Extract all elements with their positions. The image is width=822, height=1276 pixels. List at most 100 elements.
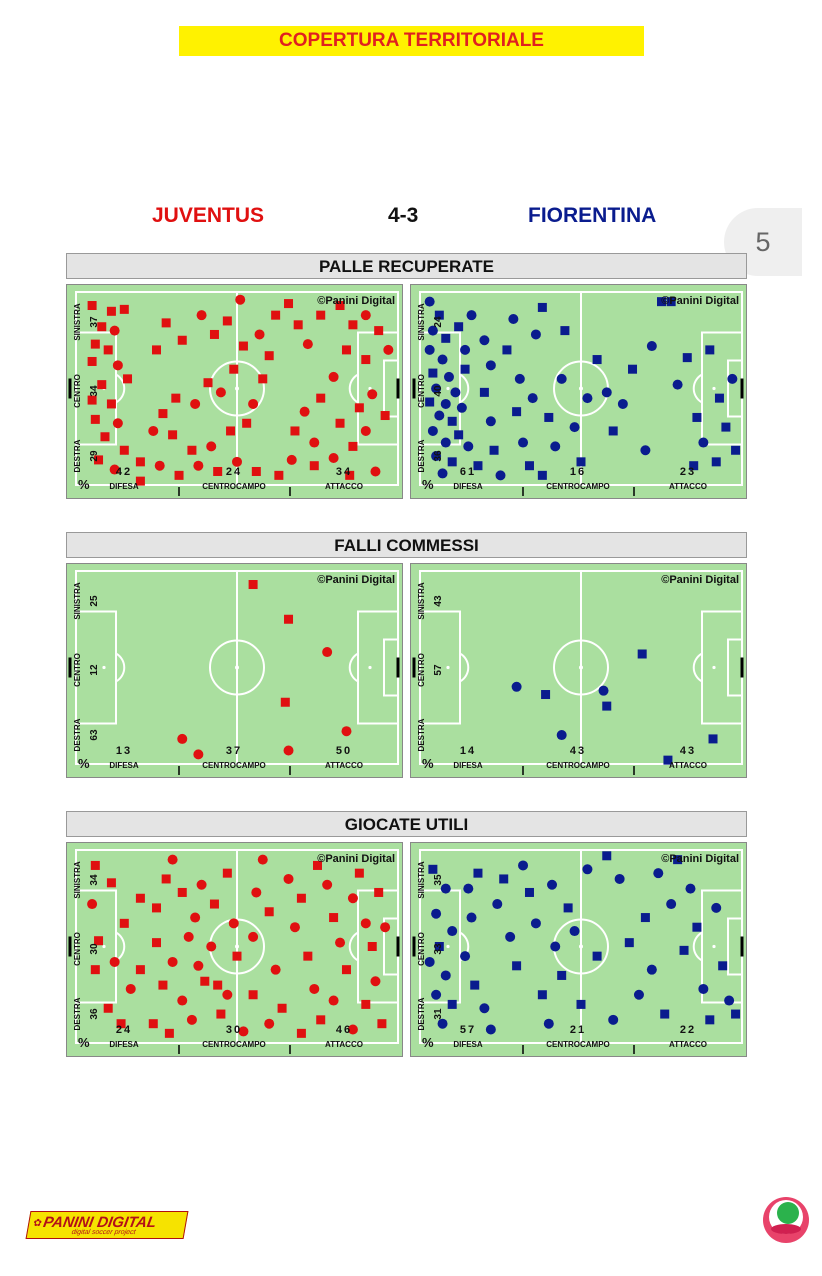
zone-percent-difesa: 57 — [460, 1024, 476, 1036]
data-point-square — [682, 353, 692, 363]
data-point-square — [563, 903, 573, 913]
data-point-square — [361, 999, 371, 1009]
data-point-square — [209, 329, 219, 339]
right-penalty-arc — [692, 373, 703, 404]
data-point-square — [460, 364, 470, 374]
fields-row: ©Panini Digital SINISTRA 25 CENTRO 12 DESTRA 6… — [66, 563, 747, 778]
data-point-square — [714, 393, 724, 403]
data-point-circle — [248, 398, 259, 409]
data-point-square — [537, 302, 547, 312]
lane-label-destra: DESTRA — [73, 439, 82, 472]
data-point-circle — [550, 941, 561, 952]
data-point-square — [293, 320, 303, 330]
data-point-circle — [653, 868, 664, 879]
data-point-square — [524, 887, 534, 897]
data-point-circle — [431, 451, 442, 462]
data-point-square — [119, 918, 129, 928]
data-point-circle — [347, 1024, 358, 1035]
data-point-circle — [235, 294, 246, 305]
percent-sign: % — [78, 1035, 90, 1050]
data-point-circle — [569, 422, 580, 433]
panel-giocate-utili: GIOCATE UTILI ©Panini Digital SINISTRA 34 C… — [66, 811, 747, 1057]
left-penalty-spot — [102, 665, 106, 670]
data-point-circle — [302, 339, 313, 350]
data-point-circle — [283, 745, 294, 756]
data-point-circle — [711, 902, 722, 913]
data-point-square — [640, 913, 650, 923]
zone-label-attacco: ATTACCO — [669, 1040, 707, 1049]
data-point-square — [560, 326, 570, 336]
lane-percent-sinistra: 34 — [89, 874, 100, 886]
data-point-square — [161, 318, 171, 328]
data-point-circle — [685, 883, 696, 894]
data-point-circle — [289, 922, 300, 933]
data-point-square — [309, 461, 319, 471]
data-point-square — [258, 374, 268, 384]
data-point-square — [537, 990, 547, 1000]
pitch-away: ©Panini Digital SINISTRA 35 CENTRO 33 DESTRA 3… — [410, 842, 747, 1057]
zone-percent-centrocampo: 16 — [570, 466, 586, 478]
data-point-square — [242, 418, 252, 428]
data-point-circle — [193, 749, 204, 760]
data-point-circle — [614, 873, 625, 884]
data-point-square — [87, 356, 97, 366]
data-point-circle — [238, 1026, 249, 1037]
data-point-circle — [109, 464, 120, 475]
fields-row: ©Panini Digital SINISTRA 37 CENTRO 34 DESTRA 2… — [66, 284, 747, 499]
data-point-square — [666, 297, 676, 307]
data-point-circle — [370, 976, 381, 987]
data-point-square — [689, 461, 699, 471]
data-point-circle — [511, 681, 522, 692]
right-penalty-spot — [368, 665, 372, 670]
data-point-circle — [370, 466, 381, 477]
lane-label-sinistra: SINISTRA — [73, 303, 82, 341]
center-spot — [579, 386, 583, 391]
left-penalty-area — [419, 331, 461, 446]
zone-percent-difesa: 42 — [116, 466, 132, 478]
zone-label-centrocampo: CENTROCAMPO — [202, 1040, 266, 1049]
data-point-circle — [125, 983, 136, 994]
zone-percent-attacco: 50 — [336, 745, 352, 757]
data-point-circle — [431, 989, 442, 1000]
lane-percent-centro: 30 — [89, 943, 100, 955]
data-point-square — [90, 860, 100, 870]
lane-percent-centro: 57 — [433, 664, 444, 676]
data-point-square — [348, 320, 358, 330]
data-point-circle — [479, 335, 490, 346]
data-point-circle — [485, 416, 496, 427]
zone-percent-attacco: 23 — [680, 466, 696, 478]
data-point-circle — [485, 360, 496, 371]
data-point-square — [248, 990, 258, 1000]
data-point-square — [290, 426, 300, 436]
data-point-square — [341, 345, 351, 355]
data-point-square — [592, 355, 602, 365]
lane-percent-centro: 40 — [433, 385, 444, 397]
data-point-square — [341, 965, 351, 975]
data-point-circle — [196, 879, 207, 890]
data-point-circle — [322, 879, 333, 890]
data-point-circle — [360, 425, 371, 436]
data-point-square — [454, 430, 464, 440]
data-point-circle — [437, 468, 448, 479]
data-point-circle — [206, 441, 217, 452]
data-point-circle — [646, 341, 657, 352]
data-point-circle — [299, 406, 310, 417]
panel-title: PALLE RECUPERATE — [66, 253, 747, 279]
zone-percent-attacco: 46 — [336, 1024, 352, 1036]
data-point-circle — [492, 899, 503, 910]
lane-percent-sinistra: 35 — [433, 874, 444, 886]
data-point-circle — [335, 937, 346, 948]
zone-label-difesa: DIFESA — [453, 482, 483, 491]
data-point-square — [158, 409, 168, 419]
data-point-circle — [424, 296, 435, 307]
data-point-square — [335, 301, 345, 311]
lane-label-destra: DESTRA — [417, 997, 426, 1030]
left-penalty-spot — [102, 944, 106, 949]
lane-percent-centro: 33 — [433, 943, 444, 955]
data-point-circle — [186, 1014, 197, 1025]
left-penalty-arc — [115, 931, 126, 962]
data-point-circle — [206, 941, 217, 952]
data-point-circle — [582, 393, 593, 404]
data-point-circle — [431, 908, 442, 919]
pitch-away: ©Panini Digital SINISTRA 43 CENTRO 57 DESTRA%… — [410, 563, 747, 778]
